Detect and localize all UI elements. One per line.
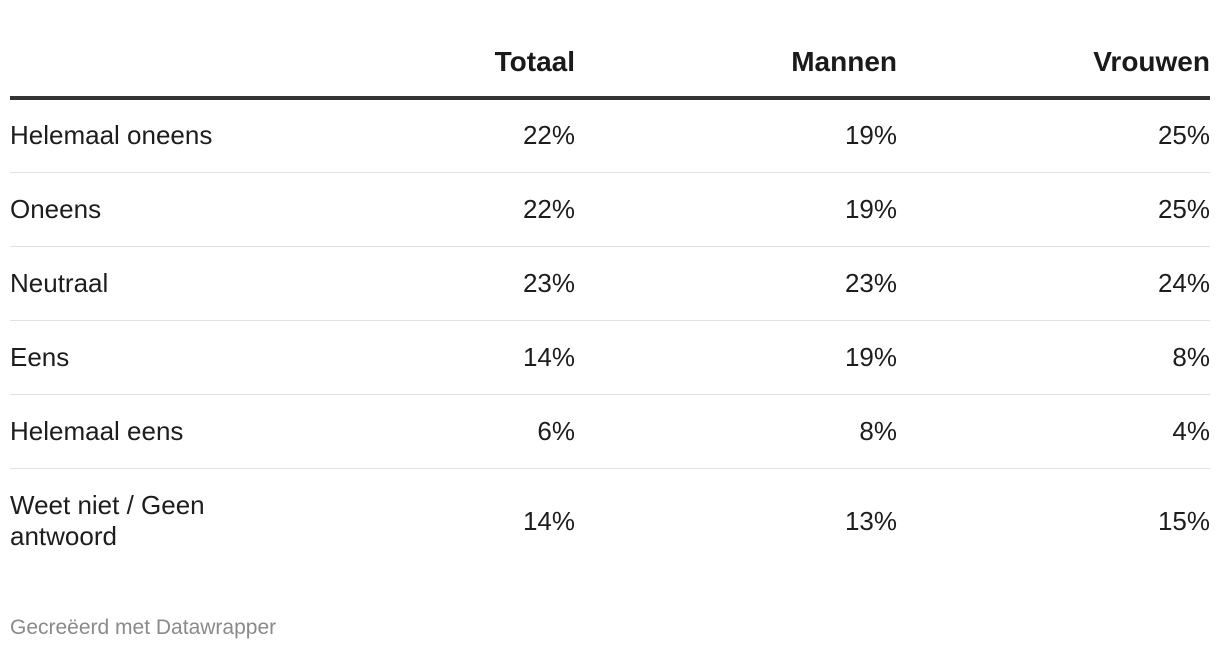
row-label: Helemaal eens — [10, 394, 254, 469]
cell-mannen: 19% — [575, 172, 897, 247]
table-row: Weet niet / Geen antwoord 14% 13% 15% — [10, 468, 1210, 574]
data-table-container: Totaal Mannen Vrouwen Helemaal oneens 22… — [10, 0, 1210, 574]
table-row: Helemaal eens 6% 8% 4% — [10, 394, 1210, 469]
row-label: Neutraal — [10, 246, 254, 321]
table-row: Oneens 22% 19% 25% — [10, 172, 1210, 247]
cell-totaal: 22% — [254, 172, 575, 247]
cell-totaal: 14% — [522, 505, 575, 536]
cell-mannen: 19% — [575, 98, 897, 173]
data-table: Totaal Mannen Vrouwen Helemaal oneens 22… — [10, 0, 1210, 574]
cell-mannen: 8% — [575, 394, 897, 469]
cell-totaal: 23% — [254, 246, 575, 321]
cell-vrouwen: 8% — [897, 320, 1210, 395]
cell-totaal: 22% — [254, 98, 575, 173]
cell-vrouwen: 15% — [1157, 505, 1210, 536]
header-row: Totaal Mannen Vrouwen — [10, 0, 1210, 100]
row-label: Oneens — [10, 172, 254, 247]
datawrapper-credit: Gecreëerd met Datawrapper — [10, 616, 277, 639]
header-vrouwen: Vrouwen — [897, 0, 1210, 100]
cell-vrouwen: 24% — [897, 246, 1210, 321]
cell-vrouwen: 25% — [897, 98, 1210, 173]
cell-mannen: 13% — [844, 505, 897, 536]
table-header: Totaal Mannen Vrouwen — [10, 0, 1210, 100]
header-label-column — [10, 0, 254, 100]
header-mannen: Mannen — [575, 0, 897, 100]
table-body: Helemaal oneens 22% 19% 25% Oneens 22% 1… — [10, 98, 1210, 574]
cell-totaal: 14% — [254, 320, 575, 395]
cell-mannen: 23% — [575, 246, 897, 321]
table-row: Neutraal 23% 23% 24% — [10, 246, 1210, 321]
cell-mannen: 19% — [575, 320, 897, 395]
row-label: Weet niet / Geen antwoord — [10, 490, 205, 552]
cell-vrouwen: 4% — [897, 394, 1210, 469]
cell-vrouwen: 25% — [897, 172, 1210, 247]
row-label: Eens — [10, 320, 254, 395]
row-label: Helemaal oneens — [10, 98, 254, 173]
table-row: Helemaal oneens 22% 19% 25% — [10, 98, 1210, 173]
cell-totaal: 6% — [254, 394, 575, 469]
table-row: Eens 14% 19% 8% — [10, 320, 1210, 395]
header-totaal: Totaal — [254, 0, 575, 100]
